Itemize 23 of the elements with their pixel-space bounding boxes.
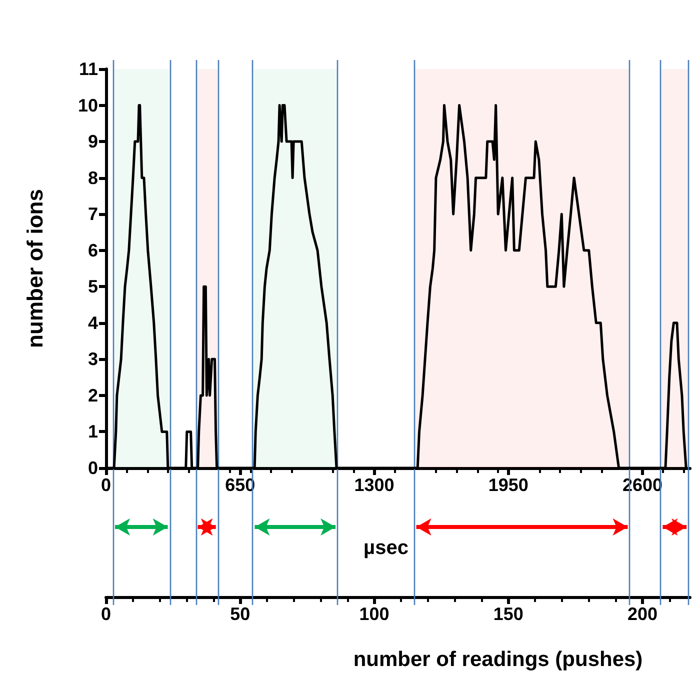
x-axis-title: µsec	[364, 537, 408, 559]
x2-tick-label: 0	[100, 604, 112, 624]
y-tick-label: 3	[88, 349, 98, 370]
x2-axis-title: number of readings (pushes)	[353, 648, 643, 671]
y-tick-label: 1	[88, 422, 98, 442]
y-tick-label: 10	[78, 95, 98, 116]
y-tick-label: 2	[88, 385, 98, 406]
x-tick-label: 0	[100, 475, 112, 495]
x2-tick-label: 50	[230, 604, 250, 624]
x-tick-label: 1300	[354, 475, 394, 495]
y-tick-label: 9	[88, 132, 98, 152]
x2-tick-label: 150	[493, 604, 524, 624]
y-tick-label: 5	[88, 276, 98, 297]
y-tick-label: 8	[88, 168, 98, 188]
y-tick-label: 4	[88, 312, 98, 333]
x-tick-label: 1950	[488, 475, 528, 495]
y-axis-title: number of ions	[22, 189, 48, 348]
x2-tick-label: 200	[627, 604, 658, 624]
y-tick-label: 7	[88, 204, 98, 224]
x2-tick-label: 100	[359, 604, 390, 624]
y-tick-label: 0	[88, 458, 98, 478]
y-tick-label: 6	[88, 240, 98, 260]
y-tick-label: 11	[78, 59, 98, 79]
